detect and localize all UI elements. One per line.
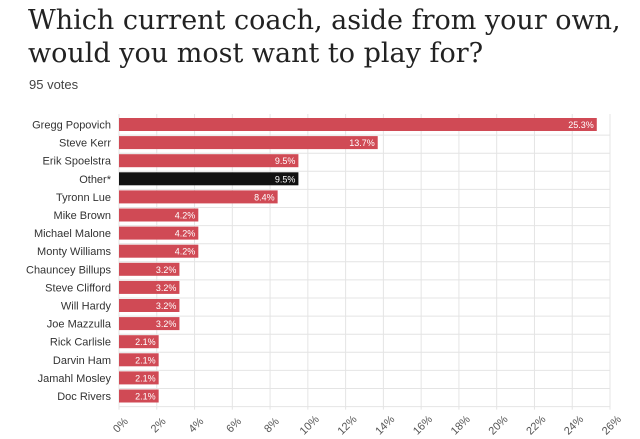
votes-count: 95 votes bbox=[29, 77, 79, 92]
bar bbox=[119, 371, 159, 385]
bar bbox=[119, 208, 199, 222]
bar bbox=[119, 154, 299, 168]
category-label: Chauncey Billups bbox=[26, 264, 111, 276]
bar bbox=[119, 389, 159, 403]
category-labels: Gregg Popovich Steve Kerr Erik Spoelstra Ot… bbox=[26, 120, 112, 404]
bar bbox=[119, 244, 199, 258]
chart-title: Which current coach, aside from your own… bbox=[28, 5, 621, 69]
bar-value-label: 4.2% bbox=[175, 247, 196, 257]
bar-value-label: 3.2% bbox=[156, 265, 177, 275]
bar-value-label: 4.2% bbox=[175, 229, 196, 239]
bar bbox=[119, 262, 180, 276]
x-tick-label: 26% bbox=[600, 413, 624, 437]
x-tick-label: 12% bbox=[335, 413, 359, 437]
category-label: Joe Mazzulla bbox=[47, 319, 112, 331]
category-label: Tyronn Lue bbox=[56, 192, 111, 204]
category-label: Gregg Popovich bbox=[32, 120, 111, 132]
x-tick-label: 6% bbox=[224, 415, 244, 435]
x-tick-label: 20% bbox=[487, 413, 511, 437]
bar-value-label: 3.2% bbox=[156, 283, 177, 293]
bar bbox=[119, 335, 159, 349]
category-label: Michael Malone bbox=[34, 228, 111, 240]
category-label: Monty Williams bbox=[37, 246, 111, 258]
bar bbox=[119, 226, 199, 240]
bar bbox=[119, 190, 278, 204]
category-label: Steve Clifford bbox=[45, 282, 111, 294]
x-tick-label: 22% bbox=[524, 413, 548, 437]
x-tick-label: 16% bbox=[411, 413, 435, 437]
x-tick-label: 8% bbox=[262, 415, 282, 435]
bar-value-label: 2.1% bbox=[135, 337, 156, 347]
bar-value-label: 3.2% bbox=[156, 319, 177, 329]
category-label: Erik Spoelstra bbox=[43, 156, 112, 168]
bar bbox=[119, 299, 180, 312]
category-label: Rick Carlisle bbox=[50, 337, 111, 349]
bar bbox=[119, 118, 597, 131]
category-label: Mike Brown bbox=[54, 210, 111, 222]
x-tick-label: 18% bbox=[449, 413, 473, 437]
bar-value-label: 9.5% bbox=[275, 156, 296, 166]
bar bbox=[119, 136, 378, 150]
bar-value-label: 3.2% bbox=[156, 301, 177, 311]
bar-value-label: 2.1% bbox=[135, 373, 156, 383]
bar-value-label: 25.3% bbox=[568, 120, 594, 130]
bar bbox=[119, 353, 159, 367]
bar-value-label: 2.1% bbox=[135, 355, 156, 365]
category-label: Jamahl Mosley bbox=[38, 373, 112, 385]
x-axis-ticks: 0% 2% 4% 6% 8% 10% 12% 14% 16% 18% 20% 22% 24% 26% bbox=[111, 413, 624, 437]
grid-lines bbox=[118, 114, 611, 410]
x-tick-label: 4% bbox=[187, 415, 207, 435]
bar-value-label: 13.7% bbox=[349, 138, 375, 148]
category-label: Steve Kerr bbox=[59, 138, 111, 150]
bar bbox=[119, 280, 180, 294]
bar bbox=[119, 172, 299, 186]
bar-value-label: 4.2% bbox=[175, 211, 196, 221]
x-tick-label: 0% bbox=[111, 415, 131, 435]
category-label: Other* bbox=[79, 174, 112, 186]
bar-value-label: 9.5% bbox=[275, 174, 296, 184]
category-label: Doc Rivers bbox=[57, 391, 111, 403]
x-tick-label: 10% bbox=[298, 413, 322, 437]
bars: 25.3%13.7%9.5%9.5%8.4%4.2%4.2%4.2%3.2%3.… bbox=[119, 118, 597, 403]
x-tick-label: 2% bbox=[149, 415, 169, 435]
bar-value-label: 2.1% bbox=[135, 392, 156, 402]
category-label: Will Hardy bbox=[61, 301, 112, 313]
x-tick-label: 14% bbox=[373, 413, 397, 437]
bar-value-label: 8.4% bbox=[254, 192, 275, 202]
category-label: Darvin Ham bbox=[53, 355, 111, 367]
bar bbox=[119, 317, 180, 331]
x-tick-label: 24% bbox=[562, 413, 586, 437]
